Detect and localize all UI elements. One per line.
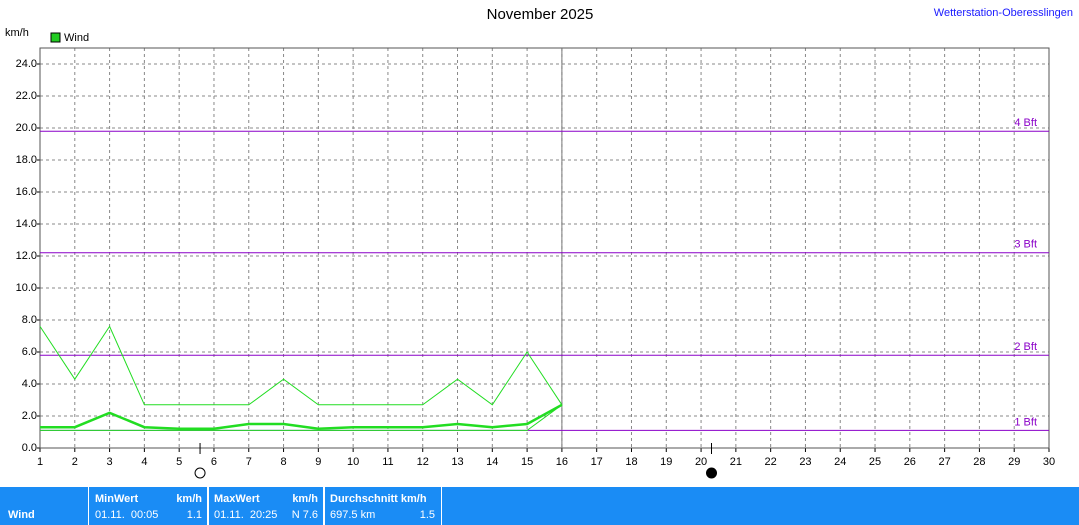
x-tick-label: 24 xyxy=(834,456,846,468)
y-tick-label: 2.0 xyxy=(22,410,37,422)
x-tick-label: 14 xyxy=(486,456,498,468)
summary-value: 1.5 xyxy=(419,509,435,521)
y-tick-label: 16.0 xyxy=(16,186,37,198)
x-tick-label: 25 xyxy=(869,456,881,468)
legend-label: Wind xyxy=(64,32,89,44)
plot-border xyxy=(39,47,1050,449)
x-tick-label: 17 xyxy=(591,456,603,468)
summary-header: MinWert xyxy=(95,493,139,505)
x-tick-label: 15 xyxy=(521,456,533,468)
summary-column: MaxWert km/h 01.11. 20:25 N 7.6 xyxy=(207,487,325,525)
y-tick-label: 24.0 xyxy=(16,58,37,70)
beaufort-label: 3 Bft xyxy=(1014,239,1037,251)
x-tick-label: 2 xyxy=(72,456,78,468)
summary-header: Durchschnitt km/h xyxy=(330,493,427,505)
wind-line xyxy=(40,404,563,431)
x-tick-label: 1 xyxy=(37,456,43,468)
y-tick-label: 10.0 xyxy=(16,282,37,294)
x-tick-label: 5 xyxy=(176,456,182,468)
x-tick-label: 6 xyxy=(211,456,217,468)
x-tick-label: 22 xyxy=(765,456,777,468)
x-tick-label: 13 xyxy=(451,456,463,468)
summary-when: 697.5 km xyxy=(330,509,376,521)
summary-bar: Wind MinWert km/h 01.11. 00:05 1.1 MaxWert km… xyxy=(0,487,1079,525)
y-tick-label: 18.0 xyxy=(16,154,37,166)
y-tick-label: 22.0 xyxy=(16,90,37,102)
x-tick-label: 30 xyxy=(1043,456,1055,468)
beaufort-label: 4 Bft xyxy=(1014,117,1037,129)
y-unit: km/h xyxy=(5,27,29,39)
x-tick-label: 16 xyxy=(556,456,568,468)
moon-phase xyxy=(706,467,718,479)
y-tick-label: 0.0 xyxy=(22,442,37,454)
summary-header: MaxWert xyxy=(214,493,260,505)
y-tick-label: 8.0 xyxy=(22,314,37,326)
x-tick-label: 19 xyxy=(660,456,672,468)
x-tick-label: 27 xyxy=(938,456,950,468)
x-tick-label: 26 xyxy=(904,456,916,468)
y-tick-label: 20.0 xyxy=(16,122,37,134)
wind-line xyxy=(40,403,563,431)
summary-value: 1.1 xyxy=(186,509,202,521)
summary-value: N 7.6 xyxy=(291,509,318,521)
row-label: Wind xyxy=(8,509,35,521)
y-tick-label: 12.0 xyxy=(16,250,37,262)
moon-phase xyxy=(194,467,206,479)
legend-swatch xyxy=(50,32,61,43)
beaufort-label: 1 Bft xyxy=(1014,416,1037,428)
x-tick-label: 28 xyxy=(973,456,985,468)
x-tick-label: 4 xyxy=(141,456,147,468)
station-name: Wetterstation-Oberesslingen xyxy=(934,7,1073,19)
summary-when: 01.11. 00:05 xyxy=(95,509,159,521)
x-tick-label: 7 xyxy=(246,456,252,468)
x-tick-label: 20 xyxy=(695,456,707,468)
summary-unit: km/h xyxy=(292,493,318,505)
x-tick-label: 10 xyxy=(347,456,359,468)
x-tick-label: 3 xyxy=(107,456,113,468)
chart: November 2025 Wetterstation-Oberesslinge… xyxy=(5,6,1073,479)
x-tick-label: 9 xyxy=(315,456,321,468)
x-tick-label: 12 xyxy=(417,456,429,468)
wind-line xyxy=(39,325,563,406)
chart-title: November 2025 xyxy=(487,6,594,23)
x-tick-label: 21 xyxy=(730,456,742,468)
beaufort-label: 2 Bft xyxy=(1014,341,1037,353)
x-tick-label: 8 xyxy=(280,456,286,468)
y-tick-label: 14.0 xyxy=(16,218,37,230)
summary-when: 01.11. 20:25 xyxy=(214,509,278,521)
x-tick-label: 23 xyxy=(799,456,811,468)
summary-unit: km/h xyxy=(176,493,202,505)
y-tick-label: 6.0 xyxy=(22,346,37,358)
summary-column: Durchschnitt km/h 697.5 km 1.5 xyxy=(323,487,442,525)
x-tick-label: 29 xyxy=(1008,456,1020,468)
x-tick-label: 18 xyxy=(625,456,637,468)
y-tick-label: 4.0 xyxy=(22,378,37,390)
summary-column: MinWert km/h 01.11. 00:05 1.1 xyxy=(88,487,209,525)
x-tick-label: 11 xyxy=(382,456,393,468)
